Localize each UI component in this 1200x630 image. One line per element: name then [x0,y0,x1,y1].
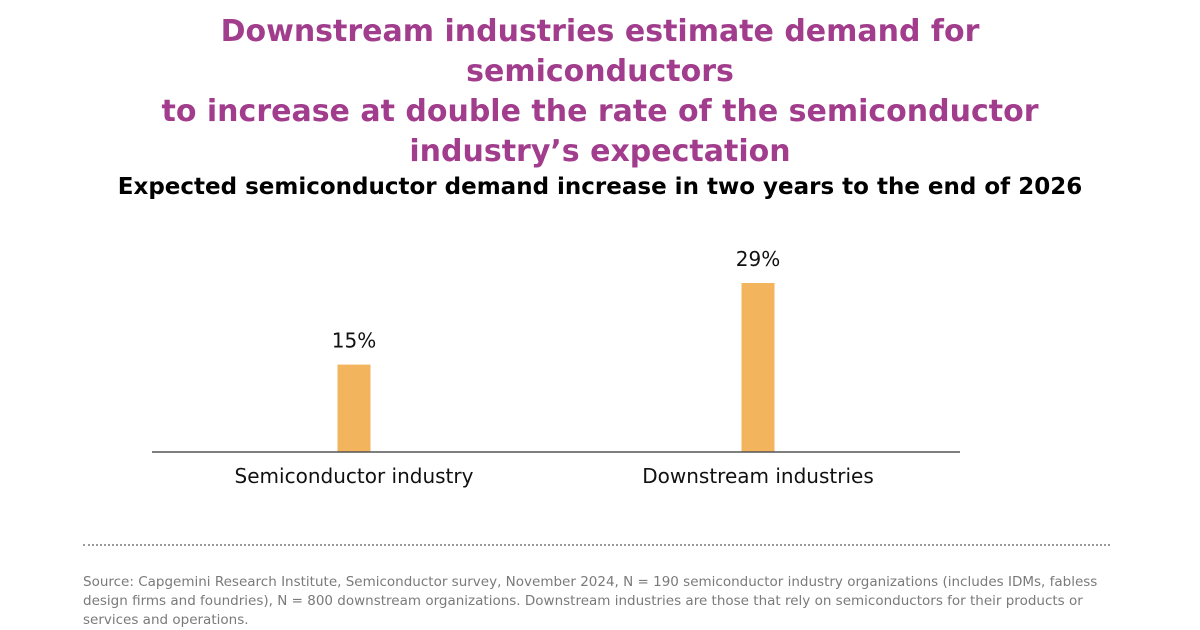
headline: Downstream industries estimate demand fo… [100,12,1100,172]
bar-chart: 15% 29% Semiconductor industry Downstream … [152,247,960,488]
bar-2 [741,283,775,452]
footer-divider [83,544,1110,546]
data-label-1: 15% [332,329,376,353]
category-label-1: Semiconductor industry [235,464,474,488]
headline-line-1: Downstream industries estimate demand fo… [220,14,980,89]
data-label-2: 29% [736,247,780,271]
source-note: Source: Capgemini Research Institute, Se… [83,574,1098,628]
data-labels-group: 15% 29% [332,247,780,353]
bars-group [337,283,775,452]
category-labels-group: Semiconductor industry Downstream industr… [235,464,874,488]
headline-line-3: industry’s expectation [409,134,791,169]
headline-line-2: to increase at double the rate of the se… [161,94,1039,129]
category-label-2: Downstream industries [642,464,873,488]
bar-1 [337,364,371,452]
chart-title: Expected semiconductor demand increase i… [117,174,1083,200]
